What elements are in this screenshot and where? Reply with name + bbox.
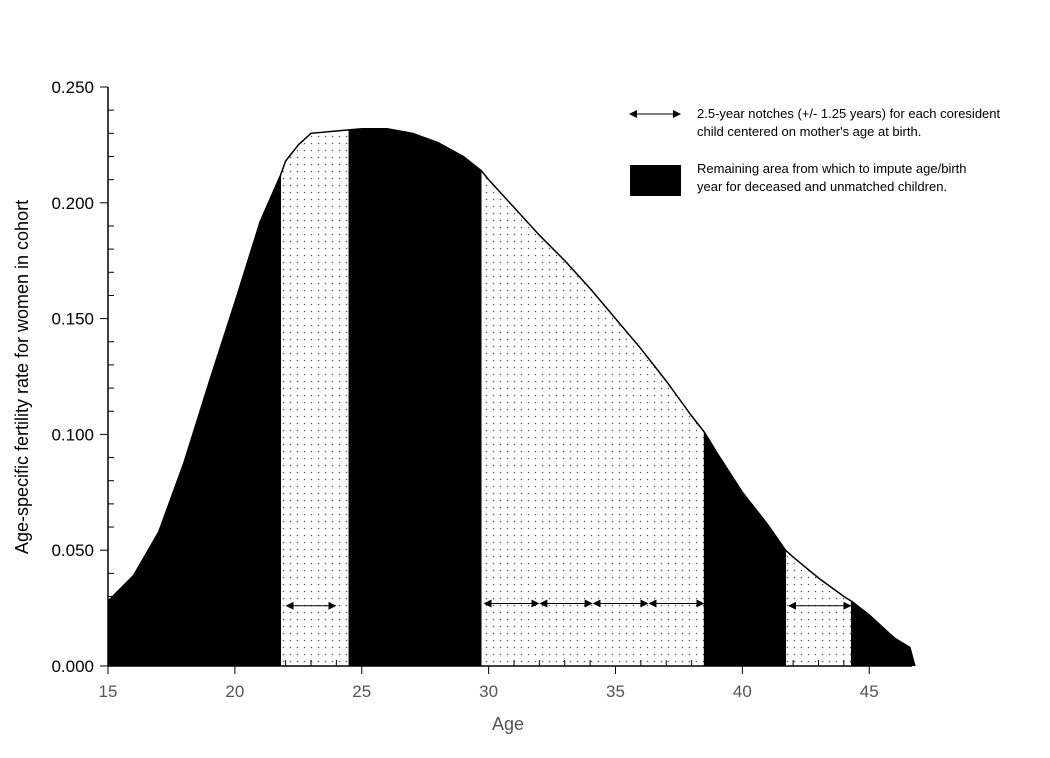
y-tick-label: 0.050 bbox=[51, 541, 94, 560]
y-axis-title: Age-specific fertility rate for women in… bbox=[12, 200, 32, 554]
x-tick-label: 15 bbox=[99, 682, 118, 701]
x-tick-label: 45 bbox=[860, 682, 879, 701]
y-tick-label: 0.250 bbox=[51, 78, 94, 97]
fertility-curve-outline bbox=[107, 127, 916, 667]
legend-item-2-text: Remaining area from which to impute age/… bbox=[697, 161, 967, 194]
area-segment-2-dotted bbox=[280, 128, 350, 666]
legend-item-1-text: 2.5-year notches (+/- 1.25 years) for ea… bbox=[697, 106, 1001, 139]
y-tick-label: 0.150 bbox=[51, 310, 94, 329]
axes: 0.000 0.050 0.100 0.150 0.200 0.250 15 20 25 30 35… bbox=[51, 78, 912, 701]
y-tick-label: 0.000 bbox=[51, 657, 94, 676]
x-tick-label: 25 bbox=[352, 682, 371, 701]
y-tick-label: 0.200 bbox=[51, 194, 94, 213]
legend-solid-swatch bbox=[630, 165, 681, 196]
x-tick-label: 30 bbox=[479, 682, 498, 701]
notch-arrows bbox=[285, 599, 852, 610]
area-segment-6-dotted bbox=[785, 128, 852, 666]
area-segments bbox=[108, 128, 915, 666]
area-segment-7-solid bbox=[851, 128, 915, 666]
area-segment-4-dotted bbox=[481, 128, 705, 666]
legend: 2.5-year notches (+/- 1.25 years) for ea… bbox=[629, 106, 1001, 196]
x-tick-label: 35 bbox=[606, 682, 625, 701]
area-segment-3-solid bbox=[349, 128, 482, 666]
x-axis-title: Age bbox=[492, 714, 524, 734]
area-segment-5-solid bbox=[704, 128, 786, 666]
x-tick-label: 40 bbox=[733, 682, 752, 701]
x-tick-label: 20 bbox=[225, 682, 244, 701]
y-tick-label: 0.100 bbox=[51, 425, 94, 444]
